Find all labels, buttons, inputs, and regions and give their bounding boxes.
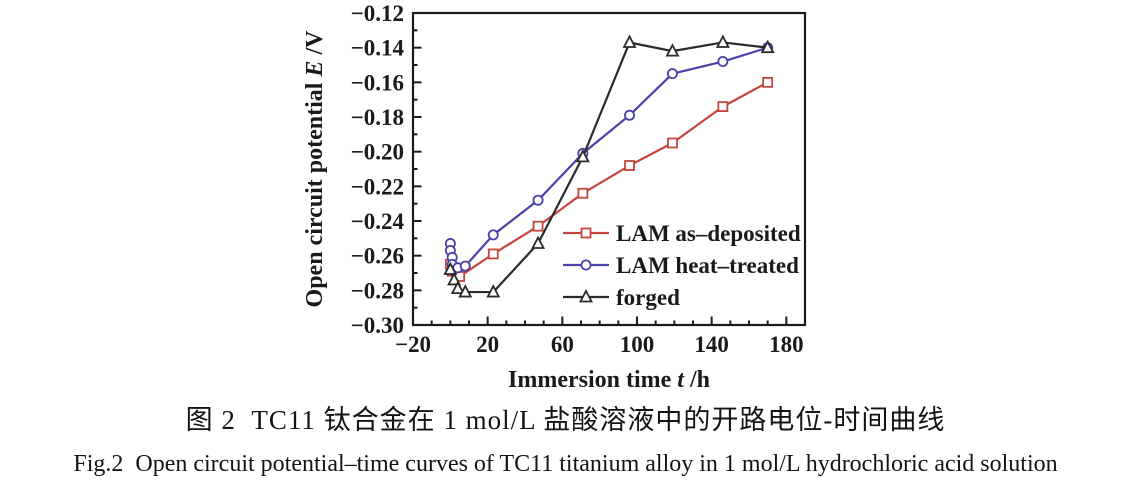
legend-swatch-marker: [580, 227, 592, 239]
data-point-circle: [624, 109, 636, 121]
data-point-square: [577, 187, 589, 199]
y-axis-tick-label: −0.20: [351, 140, 404, 165]
legend-label: LAM as–deposited: [616, 221, 801, 246]
open-circuit-potential-chart: −20 20 60 100 140 180 −0.12 −0.14 −0.16 −0.18 −0.2…: [302, 1, 807, 393]
data-point-triangle: [665, 43, 680, 57]
y-axis-tick-label: −0.18: [351, 105, 404, 130]
x-axis-tick-label: 20: [476, 332, 499, 357]
y-axis-tick-label: −0.22: [351, 174, 404, 199]
data-point-circle: [717, 56, 729, 68]
data-point-circle: [666, 68, 678, 80]
legend-label: LAM heat–treated: [616, 253, 799, 278]
data-point-triangle: [458, 284, 473, 298]
data-point-triangle: [443, 261, 458, 275]
data-point-square: [487, 248, 499, 260]
figure-caption-chinese: 图 2 TC11 钛合金在 1 mol/L 盐酸溶液中的开路电位-时间曲线: [185, 405, 946, 435]
y-axis-title: Open circuit potential E /V: [302, 30, 328, 308]
data-point-square: [667, 137, 678, 149]
x-axis-tick-label: 100: [620, 332, 655, 357]
legend-swatch-marker: [580, 259, 592, 271]
y-axis-tick-label: −0.28: [351, 278, 404, 303]
y-axis-tick-label: −0.12: [351, 1, 404, 26]
data-point-triangle: [450, 280, 465, 294]
figure-caption-english: Fig.2 Open circuit potential–time curves…: [73, 451, 1058, 477]
x-axis-tick-label: 140: [694, 332, 729, 357]
data-point-circle: [532, 194, 544, 206]
data-point-circle: [459, 260, 471, 272]
y-axis-tick-label: −0.24: [351, 209, 405, 234]
data-point-square: [532, 220, 544, 232]
data-point-triangle: [531, 235, 546, 249]
data-point-square: [717, 101, 729, 112]
data-point-triangle: [447, 271, 462, 286]
data-point-triangle: [575, 148, 590, 163]
y-axis-tick-label: −0.14: [351, 36, 405, 61]
data-point-triangle: [622, 34, 637, 48]
y-axis-tick-label: −0.26: [351, 244, 404, 269]
x-axis-tick-label: 180: [769, 332, 804, 357]
legend-swatch-marker: [579, 289, 593, 303]
plot-border: [411, 11, 807, 327]
x-axis-tick-label: 60: [551, 332, 574, 357]
data-point-square: [762, 76, 774, 88]
legend-label: forged: [616, 285, 680, 310]
x-axis-title: Immersion time t /h: [508, 367, 710, 393]
y-axis-tick-label: −0.16: [351, 70, 404, 95]
data-point-triangle: [486, 284, 501, 298]
data-point-triangle: [715, 34, 730, 48]
y-axis-tick-label: −0.30: [351, 313, 404, 338]
data-point-circle: [487, 229, 499, 241]
x-axis-tick-label: −20: [395, 332, 431, 357]
data-point-triangle: [760, 39, 775, 54]
data-point-square: [624, 160, 635, 171]
